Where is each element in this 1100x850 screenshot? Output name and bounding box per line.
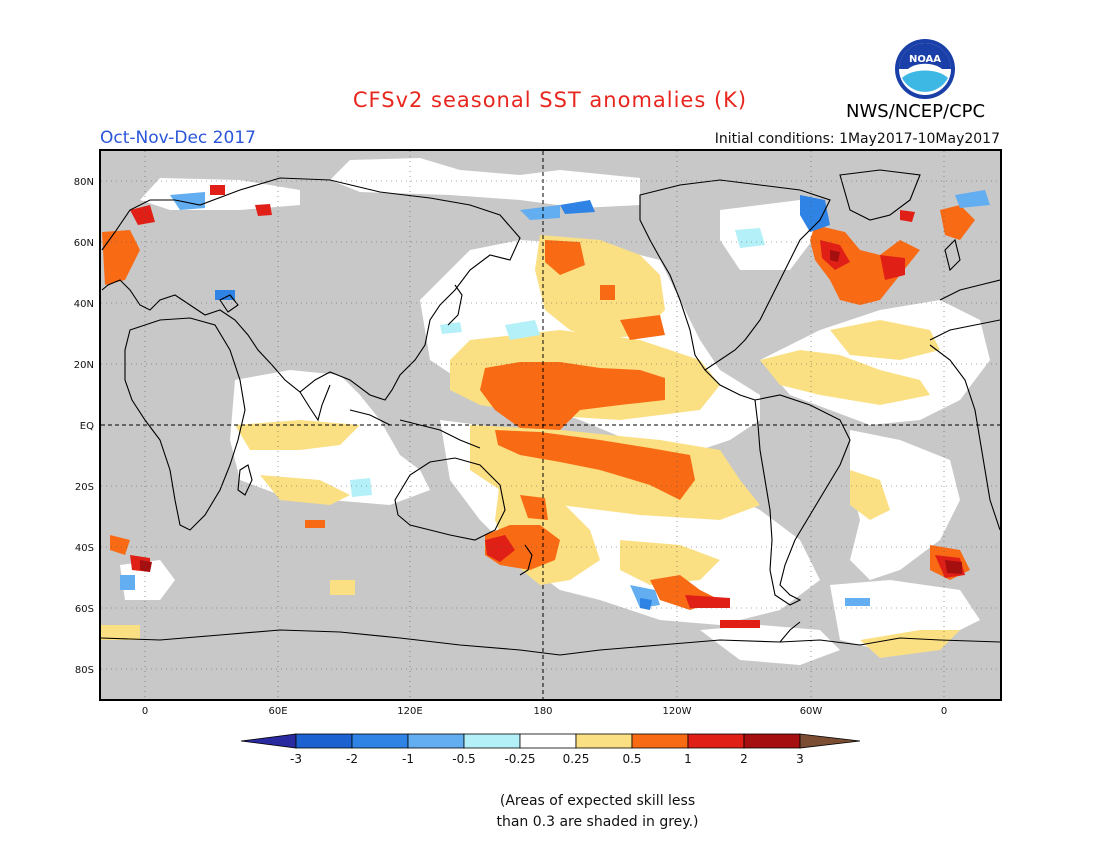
initial-conditions-label: Initial conditions: 1May2017-10May2017 [714, 131, 1000, 147]
lon-label: 120W [663, 706, 692, 717]
colorbar-tick: -3 [290, 752, 302, 766]
colorbar-tick: -0.5 [452, 752, 475, 766]
skill-note-line1: (Areas of expected skill less [499, 793, 696, 809]
lat-label: 60S [75, 604, 94, 615]
colorbar-swatch [687, 733, 745, 749]
colorbar-tick: -1 [402, 752, 414, 766]
colorbar-tick: 1 [684, 752, 692, 766]
lon-label: 180 [533, 706, 552, 717]
warm-1-2 [130, 185, 965, 628]
skill-note-line2: than 0.3 are shaded in grey.) [496, 814, 699, 830]
lon-label: 60E [268, 706, 287, 717]
lon-label: 0 [142, 706, 148, 717]
colorbar-left-arrow [240, 733, 297, 749]
colorbar-tick: -0.25 [504, 752, 535, 766]
lon-label: 60W [800, 706, 823, 717]
anomaly-field [101, 158, 990, 665]
colorbar-tick: 3 [796, 752, 804, 766]
colorbar-tick: 0.25 [563, 752, 590, 766]
colorbar-swatch [351, 733, 409, 749]
colorbar-right-arrow [799, 733, 861, 749]
latitude-labels: 80N 60N 40N 20N EQ 20S 40S 60S 80S [74, 177, 94, 676]
colorbar-swatch [743, 733, 801, 749]
chart-title: CFSv2 seasonal SST anomalies (K) [352, 88, 748, 112]
colorbar-tick: 2 [740, 752, 748, 766]
colorbar-swatch [575, 733, 633, 749]
lat-label: 60N [74, 238, 94, 249]
agency-label: NWS/NCEP/CPC [846, 101, 986, 122]
colorbar: -3 -2 -1 -0.5 -0.25 0.25 0.5 1 2 3 [240, 733, 861, 766]
lat-label: 80N [74, 177, 94, 188]
lon-label: 120E [397, 706, 422, 717]
lat-label: 20N [74, 360, 94, 371]
coastlines [101, 169, 1000, 656]
longitude-labels: 0 60E 120E 180 120W 60W 0 [142, 706, 947, 717]
lat-label: 20S [75, 482, 94, 493]
warm-2-3 [140, 250, 962, 574]
lat-label: 80S [75, 665, 94, 676]
colorbar-tick: 0.5 [622, 752, 641, 766]
lat-label: 40S [75, 543, 94, 554]
season-label: Oct-Nov-Dec 2017 [100, 128, 256, 148]
colorbar-tick: -2 [346, 752, 358, 766]
warm-05-1 [102, 205, 975, 610]
colorbar-swatch [295, 733, 353, 749]
lat-label: EQ [80, 421, 94, 432]
map-frame [99, 149, 1002, 701]
colorbar-swatch [519, 733, 577, 749]
colorbar-swatch [631, 733, 689, 749]
cool-anomalies [120, 190, 990, 610]
colorbar-swatch [407, 733, 465, 749]
lat-label: 40N [74, 299, 94, 310]
colorbar-swatch [463, 733, 521, 749]
lon-label: 0 [941, 706, 947, 717]
noaa-logo-icon: NOAA [895, 39, 955, 99]
logo-text: NOAA [909, 54, 941, 65]
